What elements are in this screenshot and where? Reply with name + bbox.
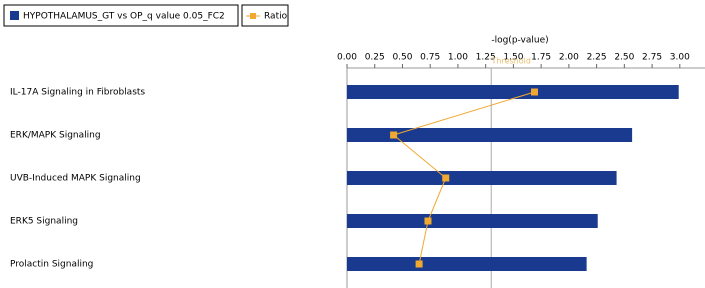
ratio-point (442, 174, 450, 182)
bar (347, 257, 587, 271)
ratio-point (415, 260, 423, 268)
category-label: ERK/MAPK Signaling (10, 131, 101, 141)
x-tick-label: 0.75 (420, 53, 440, 63)
bar (347, 85, 679, 99)
legend-label: Ratio (264, 12, 288, 22)
x-tick-label: 0.00 (337, 53, 357, 63)
legend-swatch (10, 11, 19, 20)
ratio-point (530, 88, 538, 96)
legend-swatch (250, 13, 256, 19)
category-label: UVB-Induced MAPK Signaling (10, 174, 141, 184)
x-tick-label: 1.00 (448, 53, 468, 63)
threshold-label: Threshold (491, 57, 531, 66)
bar (347, 214, 598, 228)
category-label: Prolactin Signaling (10, 260, 93, 270)
x-tick-label: 2.50 (614, 53, 634, 63)
category-label: IL-17A Signaling in Fibroblasts (10, 88, 145, 98)
x-tick-label: 1.25 (476, 53, 496, 63)
legend-box (3, 4, 239, 27)
x-tick-label: 2.25 (587, 53, 607, 63)
x-tick-label: 3.00 (670, 53, 690, 63)
x-tick-label: 0.50 (392, 53, 412, 63)
x-tick-label: 1.75 (531, 53, 551, 63)
ratio-point (424, 217, 432, 225)
x-tick-label: 2.75 (642, 53, 662, 63)
x-tick-label: 0.25 (365, 53, 385, 63)
legend-box (241, 4, 289, 27)
axis-title: -log(p-value) (491, 36, 548, 46)
legend-label: HYPOTHALAMUS_GT vs OP_q value 0.05_FC2 (23, 12, 225, 22)
x-tick-label: 2.00 (559, 53, 579, 63)
bar (347, 128, 633, 142)
ratio-point (390, 131, 398, 139)
x-tick-label: 1.50 (503, 53, 523, 63)
bar (347, 171, 617, 185)
category-label: ERK5 Signaling (10, 217, 78, 227)
